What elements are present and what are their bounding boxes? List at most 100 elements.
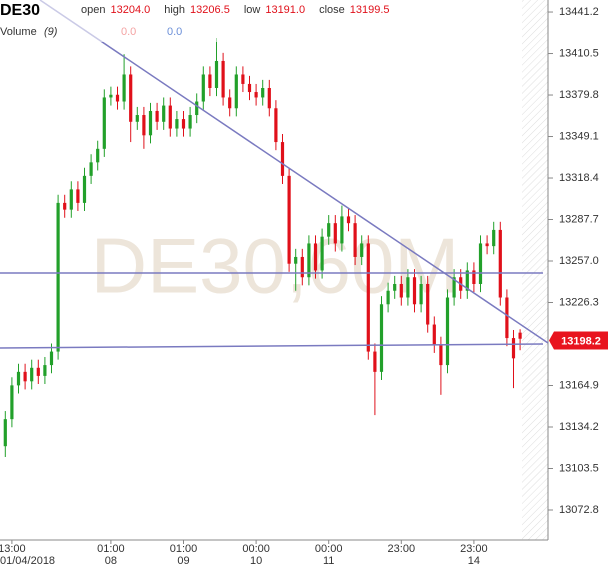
candle-body <box>452 277 456 298</box>
candle-body <box>23 371 27 382</box>
y-tick-label: 13164.9 <box>559 379 599 391</box>
candle-body <box>30 367 34 382</box>
header-bg <box>0 0 400 42</box>
x-tick-label: 23:00 <box>388 543 416 555</box>
x-tick-label: 23:00 <box>460 543 488 555</box>
candle-body <box>505 297 509 339</box>
candle-body <box>287 175 291 264</box>
candles <box>3 37 522 458</box>
candle-body <box>492 229 496 247</box>
x-tick-label: 00:00 <box>315 543 343 555</box>
candle-body <box>76 189 80 203</box>
volume-label: Volume <box>0 26 37 38</box>
candle-body <box>360 243 364 257</box>
y-tick-label: 13410.5 <box>559 47 599 59</box>
y-tick-label: 13349.1 <box>559 130 599 142</box>
candle-body <box>148 110 153 136</box>
candle-body <box>399 283 403 298</box>
candle-body <box>122 74 126 102</box>
candle-body <box>386 290 390 305</box>
candle-body <box>115 94 120 102</box>
candle-body <box>49 351 54 366</box>
header-value: 13204.0 <box>110 4 150 16</box>
y-tick-label: 13226.3 <box>559 296 599 308</box>
y-tick-label: 13441.2 <box>559 6 599 18</box>
x-date-label: 01/04/2018 <box>0 555 55 567</box>
candle-body <box>432 324 436 345</box>
candle-body <box>63 202 67 210</box>
candle-body <box>254 92 258 98</box>
candle-body <box>320 236 324 271</box>
candle-body <box>333 223 337 244</box>
x-tick-label: 01:00 <box>97 543 125 555</box>
header-field: low <box>244 4 261 16</box>
candle-body <box>393 283 397 291</box>
candle-body <box>445 297 450 366</box>
candle-body <box>353 223 357 257</box>
candle-body <box>373 351 377 372</box>
candle-body <box>261 87 265 98</box>
candle-body <box>175 119 179 129</box>
x-date-label: 09 <box>177 555 189 567</box>
candle-body <box>102 97 106 149</box>
candle-body <box>485 243 489 247</box>
candle-body <box>221 60 225 98</box>
candle-body <box>82 175 87 203</box>
candle-body <box>162 105 166 122</box>
candle-body <box>267 87 271 109</box>
candle-body <box>366 243 370 352</box>
volume-value: 0.0 <box>121 26 136 38</box>
candle-body <box>43 365 47 376</box>
candle-body <box>214 60 219 88</box>
candle-body <box>234 74 238 109</box>
candle-body <box>129 74 133 122</box>
x-date-label: 11 <box>323 555 334 567</box>
candle-body <box>201 74 205 102</box>
candle-body <box>56 202 60 352</box>
x-date-label: 08 <box>105 555 117 567</box>
header-value: 13191.0 <box>265 4 305 16</box>
y-tick-label: 13379.8 <box>559 89 599 101</box>
x-tick-label: 00:00 <box>242 543 270 555</box>
candle-body <box>155 110 159 122</box>
price-marker <box>549 331 608 350</box>
candle-body <box>511 338 516 359</box>
y-tick-label: 13318.4 <box>559 172 599 184</box>
candle-body <box>472 270 476 284</box>
x-date-label: 14 <box>468 555 480 567</box>
header-field: open <box>81 4 105 16</box>
candle-body <box>228 97 232 109</box>
candle-body <box>89 162 93 176</box>
candle-body <box>294 256 298 264</box>
y-tick-label: 13287.7 <box>559 213 599 225</box>
candle-body <box>406 277 410 298</box>
header-value: 13206.5 <box>190 4 230 16</box>
candle-body <box>280 142 285 176</box>
trend-line <box>39 0 549 344</box>
candle-body <box>16 371 21 386</box>
candle-body <box>208 74 212 88</box>
candle-body <box>346 216 351 224</box>
support-line <box>0 343 544 349</box>
volume-value: 0.0 <box>167 26 182 38</box>
candle-body <box>518 332 522 339</box>
candle-body <box>274 108 278 143</box>
candle-body <box>181 119 186 129</box>
y-tick-label: 13134.2 <box>559 421 599 433</box>
candle-body <box>465 270 469 291</box>
candle-body <box>135 115 139 122</box>
candle-body <box>419 283 423 305</box>
candle-body <box>439 344 443 366</box>
y-tick-label: 13072.8 <box>559 504 599 516</box>
watermark: DE30,60M <box>91 222 460 310</box>
y-tick-label: 13103.5 <box>559 462 599 474</box>
candle-body <box>247 83 252 93</box>
x-tick-label: 13:00 <box>0 543 26 555</box>
candle-body <box>307 243 311 278</box>
candle-body <box>241 74 245 84</box>
x-date-label: 10 <box>250 555 262 567</box>
candle-body <box>340 216 344 244</box>
candle-body <box>195 101 199 116</box>
candle-body <box>36 367 40 376</box>
